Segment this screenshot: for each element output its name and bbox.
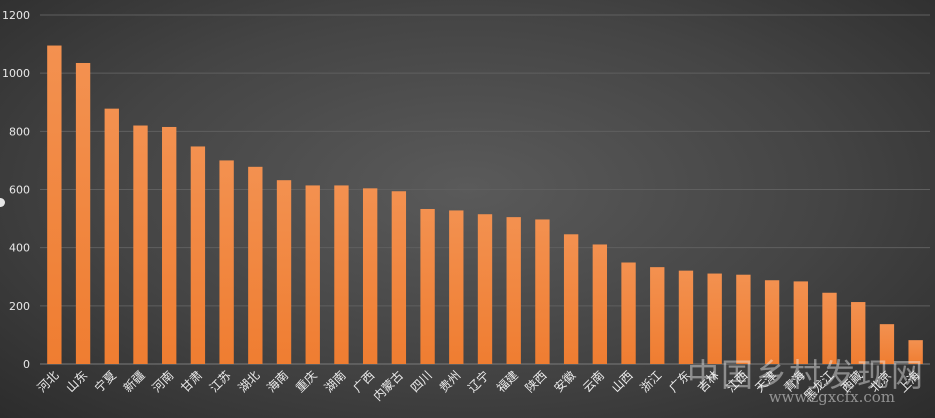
bars <box>47 45 923 365</box>
bar-9 <box>305 185 320 364</box>
bar-24 <box>736 274 751 364</box>
bar-4 <box>162 126 177 364</box>
x-tick-label: 四川 <box>408 368 435 395</box>
x-tick-label: 湖北 <box>235 368 263 396</box>
x-tick-label: 浙江 <box>637 368 664 395</box>
x-tick-label: 甘肃 <box>178 368 205 395</box>
bar-17 <box>535 219 550 364</box>
x-tick-label: 湖南 <box>321 368 349 396</box>
bar-27 <box>822 292 837 364</box>
x-tick-label: 安徽 <box>551 368 579 396</box>
bar-22 <box>678 270 694 364</box>
x-tick-label: 山西 <box>609 368 636 395</box>
x-tick-label: 江苏 <box>207 368 234 395</box>
x-tick-label: 山东 <box>63 368 90 395</box>
x-tick-label: 贵州 <box>437 368 464 395</box>
bar-18 <box>563 234 579 364</box>
x-tick-label: 陕西 <box>522 368 550 396</box>
y-tick-label: 1000 <box>2 67 30 80</box>
x-tick-label: 海南 <box>264 368 292 396</box>
bar-19 <box>592 244 608 364</box>
x-tick-label: 河北 <box>35 368 62 395</box>
bar-8 <box>276 180 292 364</box>
bar-1 <box>75 62 91 365</box>
bar-26 <box>793 281 808 364</box>
x-tick-label: 内蒙古 <box>370 368 406 404</box>
bar-21 <box>650 267 665 364</box>
bar-2 <box>104 108 119 365</box>
x-tick-label: 云南 <box>579 368 607 396</box>
y-tick-label: 1200 <box>2 9 30 22</box>
bar-14 <box>449 210 464 364</box>
bar-0 <box>47 45 62 364</box>
bar-5 <box>190 146 206 364</box>
y-tick-label: 600 <box>9 184 30 197</box>
x-tick-label: 河南 <box>149 368 177 396</box>
bar-29 <box>879 324 895 364</box>
bar-28 <box>851 302 866 364</box>
bar-3 <box>133 125 148 365</box>
bar-7 <box>248 166 263 364</box>
x-tick-label: 辽宁 <box>465 368 493 396</box>
y-tick-label: 0 <box>23 358 30 371</box>
y-tick-label: 200 <box>9 300 30 313</box>
bar-30 <box>908 340 923 364</box>
y-tick-label: 400 <box>9 242 30 255</box>
bar-10 <box>334 185 349 364</box>
y-tick-label: 800 <box>9 125 30 138</box>
resize-handle[interactable] <box>0 198 5 207</box>
bar-11 <box>362 188 378 364</box>
bar-15 <box>477 214 493 364</box>
bar-25 <box>764 280 780 364</box>
x-tick-label: 福建 <box>493 368 521 396</box>
x-tick-label: 新疆 <box>120 368 148 396</box>
x-tick-label: 重庆 <box>293 368 320 395</box>
bar-20 <box>621 262 636 364</box>
watermark-url: www.zgxcfx.com <box>768 388 895 406</box>
watermark-text: 中国乡村发现网 <box>686 356 925 394</box>
y-axis-ticks: 0 200 400 600 800 1000 1200 <box>2 9 30 371</box>
x-tick-label: 宁夏 <box>91 368 119 396</box>
bar-6 <box>219 160 234 364</box>
bar-13 <box>420 208 435 364</box>
bar-23 <box>707 273 722 364</box>
bar-12 <box>391 191 407 364</box>
bar-16 <box>506 217 521 364</box>
